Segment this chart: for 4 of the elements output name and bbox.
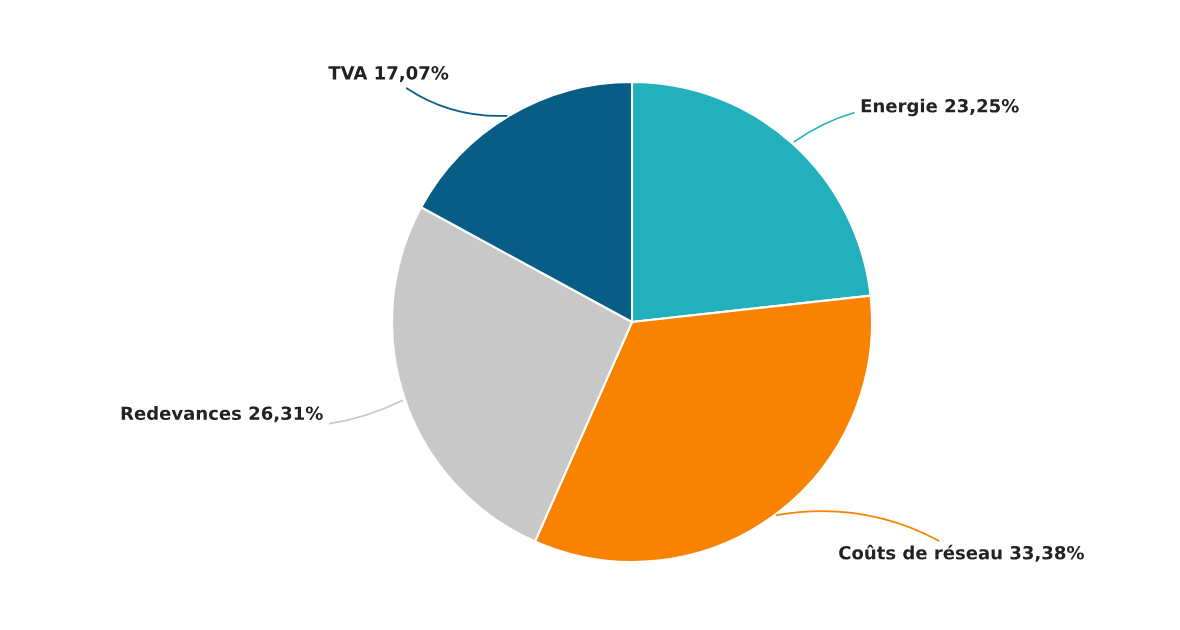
- slice-label: Coûts de réseau 33,38%: [839, 544, 1084, 562]
- slice-label: Redevances 26,31%: [121, 406, 323, 423]
- slice-label: Energie 23,25%: [861, 98, 1019, 117]
- slice-label: TVA 17,07%: [328, 66, 449, 82]
